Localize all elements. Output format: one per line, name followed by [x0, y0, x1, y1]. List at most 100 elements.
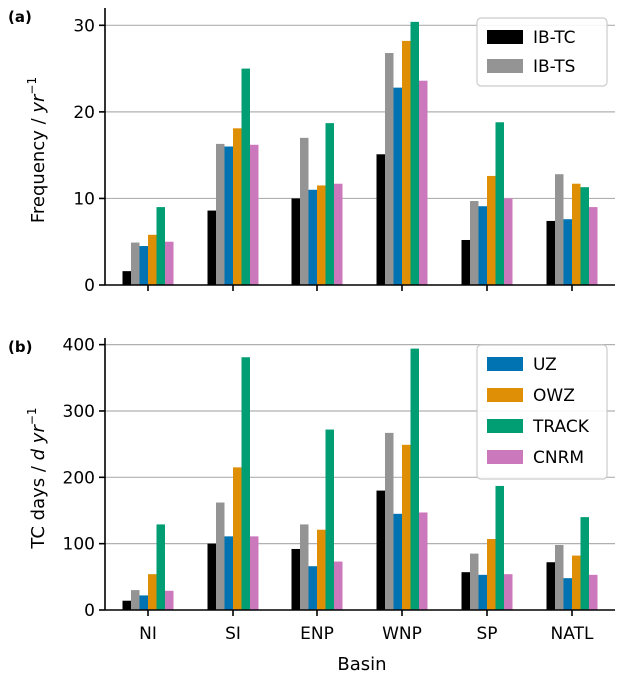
bar-cnrm-enp	[334, 561, 343, 610]
legend-swatch-owz	[487, 388, 523, 402]
bar-track-enp	[325, 429, 334, 610]
bar-ib-ts-sp	[470, 553, 479, 610]
y-tick-label: 0	[84, 276, 95, 296]
bar-ib-tc-natl	[546, 562, 555, 610]
bar-track-si	[241, 357, 250, 610]
x-tick-label-enp: ENP	[300, 624, 334, 644]
legend-label-ib-ts: IB-TS	[533, 57, 575, 77]
bar-ib-tc-wnp	[376, 154, 385, 285]
legend: IB-TC IB-TS	[476, 17, 608, 87]
x-tick-label-ni: NI	[139, 624, 157, 644]
bar-uz-ni	[139, 595, 148, 610]
bar-ib-tc-enp	[291, 548, 300, 610]
bar-cnrm-wnp	[419, 80, 428, 286]
x-tick-label-wnp: WNP	[382, 624, 422, 644]
bar-track-si	[241, 68, 250, 285]
legend: UZ OWZ TRACK CNRM	[476, 344, 608, 480]
bar-ib-ts-sp	[470, 201, 479, 285]
legend-swatch-ib-ts	[487, 59, 523, 73]
bar-ib-ts-enp	[300, 137, 309, 285]
bar-owz-si	[233, 128, 242, 285]
bar-cnrm-sp	[504, 198, 513, 285]
bar-track-ni	[156, 524, 165, 610]
bar-owz-sp	[487, 175, 496, 285]
bar-ib-tc-ni	[122, 271, 131, 285]
bar-track-wnp	[410, 21, 419, 285]
bar-uz-natl	[563, 219, 572, 285]
bar-ib-tc-natl	[546, 220, 555, 285]
bar-ib-ts-si	[216, 502, 225, 610]
bar-ib-ts-natl	[555, 544, 564, 610]
bar-uz-sp	[478, 574, 487, 610]
panel-b-chart: (b) TC days / d yr−1 Basin 0 100 200 300 400…	[8, 336, 615, 675]
bar-uz-wnp	[393, 87, 402, 285]
y-tick-label: 200	[63, 468, 95, 488]
panel-a-label: (a)	[8, 8, 32, 26]
y-tick-label: 30	[73, 16, 95, 36]
bar-ib-ts-si	[216, 143, 225, 285]
legend-frame	[476, 344, 608, 480]
bar-cnrm-wnp	[419, 512, 428, 610]
bar-ib-tc-sp	[461, 572, 470, 610]
bar-cnrm-si	[250, 536, 259, 610]
bar-ib-tc-wnp	[376, 490, 385, 610]
bar-track-wnp	[410, 348, 419, 610]
legend-label-owz: OWZ	[533, 386, 575, 406]
bar-cnrm-natl	[589, 207, 598, 285]
legend-label-uz: UZ	[533, 355, 557, 375]
bar-track-natl	[580, 517, 589, 610]
panel-b-y-axis-label: TC days / d yr−1	[25, 407, 49, 549]
y-tick-label: 300	[63, 402, 95, 422]
bar-owz-enp	[317, 529, 326, 610]
bar-cnrm-enp	[334, 183, 343, 285]
x-tick-label-si: SI	[225, 624, 241, 644]
bar-uz-si	[224, 536, 233, 610]
bar-track-ni	[156, 207, 165, 285]
panel-b-label: (b)	[8, 338, 32, 356]
bar-ib-ts-wnp	[385, 53, 394, 286]
bar-uz-enp	[308, 566, 317, 610]
bar-uz-enp	[308, 189, 317, 285]
panel-a-y-axis-label: Frequency / yr−1	[25, 77, 49, 223]
bar-owz-ni	[148, 574, 157, 610]
bar-track-natl	[580, 187, 589, 285]
y-tick-label: 20	[73, 103, 95, 123]
bar-cnrm-si	[250, 144, 259, 285]
bar-uz-si	[224, 146, 233, 285]
bar-track-enp	[325, 123, 334, 285]
bar-ib-tc-si	[207, 543, 216, 610]
y-tick-label: 100	[63, 535, 95, 555]
bar-cnrm-ni	[165, 241, 174, 285]
bar-ib-tc-enp	[291, 198, 300, 285]
x-tick-label-sp: SP	[476, 624, 497, 644]
legend-label-cnrm: CNRM	[533, 448, 584, 468]
bar-cnrm-sp	[504, 574, 513, 610]
bar-ib-ts-ni	[131, 590, 140, 610]
bar-ib-ts-wnp	[385, 432, 394, 610]
bar-owz-sp	[487, 539, 496, 610]
y-tick-label: 10	[73, 189, 95, 209]
bar-ib-tc-ni	[122, 600, 131, 610]
bar-owz-natl	[572, 183, 581, 285]
bar-owz-enp	[317, 185, 326, 285]
bar-ib-tc-si	[207, 210, 216, 285]
legend-label-track: TRACK	[532, 417, 590, 437]
legend-label-ib-tc: IB-TC	[533, 28, 576, 48]
bar-owz-natl	[572, 555, 581, 610]
bar-owz-wnp	[402, 40, 411, 285]
bar-uz-wnp	[393, 513, 402, 610]
legend-swatch-uz	[487, 357, 523, 371]
bar-track-sp	[495, 122, 504, 285]
y-tick-label: 0	[84, 601, 95, 621]
x-tick-label-natl: NATL	[551, 624, 594, 644]
panel-a-chart: (a) Frequency / yr−1 0 10 20 30 IB-TC IB-TS	[8, 8, 615, 296]
bar-ib-ts-natl	[555, 174, 564, 285]
legend-swatch-track	[487, 419, 523, 433]
legend-swatch-cnrm	[487, 450, 523, 464]
bar-ib-ts-ni	[131, 242, 140, 285]
bar-uz-ni	[139, 246, 148, 285]
bar-ib-tc-sp	[461, 239, 470, 285]
bar-ib-ts-enp	[300, 524, 309, 610]
legend-swatch-ib-tc	[487, 30, 523, 44]
